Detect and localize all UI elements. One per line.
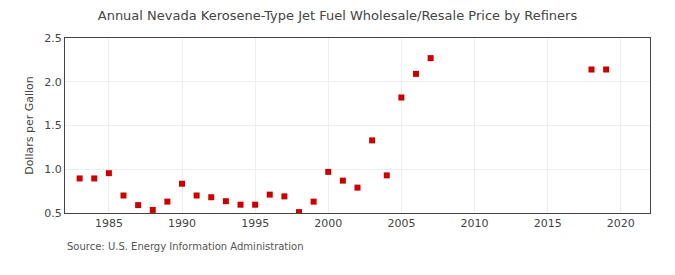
svg-text:2020: 2020: [607, 217, 635, 230]
svg-text:2.0: 2.0: [44, 76, 62, 89]
svg-text:1995: 1995: [241, 217, 269, 230]
svg-text:1.5: 1.5: [44, 119, 62, 132]
svg-text:2010: 2010: [461, 217, 489, 230]
svg-text:Dollars per Gallon: Dollars per Gallon: [23, 76, 36, 175]
svg-text:2015: 2015: [534, 217, 562, 230]
svg-text:2.5: 2.5: [44, 32, 62, 45]
svg-text:1990: 1990: [168, 217, 196, 230]
svg-text:Annual Nevada Kerosene-Type Je: Annual Nevada Kerosene-Type Jet Fuel Who…: [98, 8, 578, 23]
svg-text:1985: 1985: [95, 217, 123, 230]
svg-text:1.0: 1.0: [44, 163, 62, 176]
svg-text:Source: U.S. Energy Informatio: Source: U.S. Energy Information Administ…: [67, 241, 304, 252]
svg-text:2000: 2000: [314, 217, 342, 230]
svg-text:2005: 2005: [387, 217, 415, 230]
svg-text:0.5: 0.5: [44, 207, 62, 220]
